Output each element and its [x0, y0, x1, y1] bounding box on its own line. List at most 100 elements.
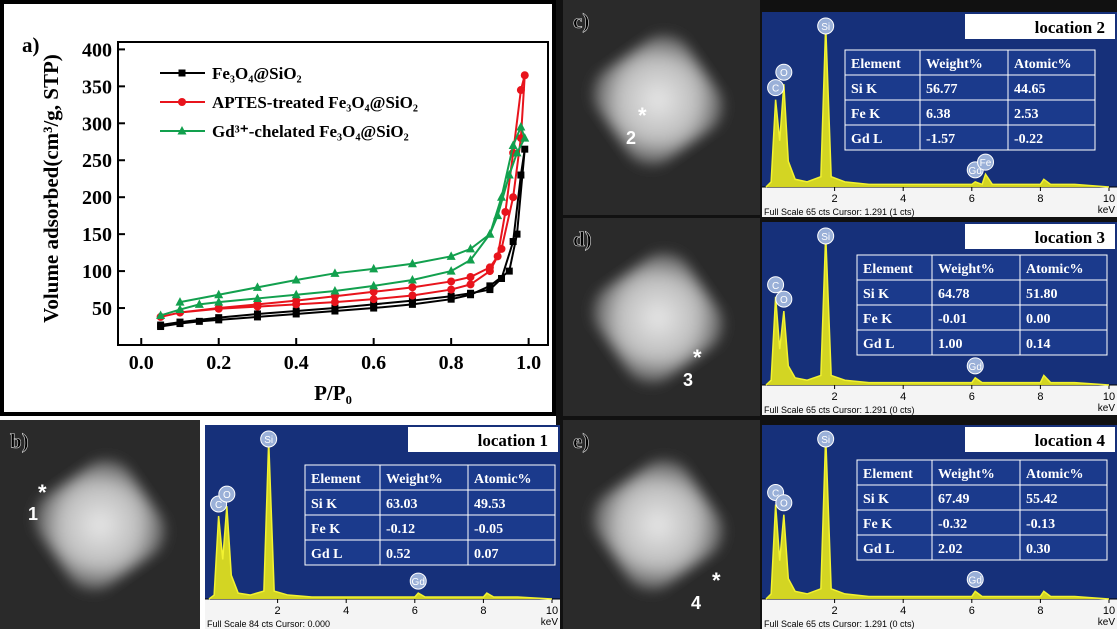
x-tick-label: 8 [1037, 605, 1043, 617]
marker [447, 286, 455, 294]
x-tick-label: 6 [969, 605, 975, 617]
marker [517, 86, 525, 94]
location-asterisk: * [638, 103, 647, 128]
x-tick-label: 6 [412, 605, 418, 617]
marker [486, 263, 494, 271]
x-tick-label: 0.4 [284, 352, 309, 374]
x-tick-label: 6 [969, 193, 975, 205]
marker [467, 280, 475, 288]
table-value: 2.53 [1014, 107, 1039, 122]
table-value: Si K [863, 492, 889, 507]
peak-label: Si [821, 22, 830, 33]
peak-label: Gd [412, 577, 425, 588]
table-value: Gd L [311, 547, 343, 562]
table-header: Atomic% [1014, 57, 1072, 72]
peak-label: Fe [980, 158, 992, 169]
table-header: Element [863, 467, 913, 482]
table-value: -1.57 [926, 132, 955, 147]
panel-label: d) [573, 227, 592, 251]
x-tick-label: 4 [343, 605, 349, 617]
x-tick-label: 2 [832, 193, 838, 205]
y-tick-label: 200 [82, 187, 112, 209]
marker [494, 252, 502, 260]
location-title: location 3 [1035, 228, 1105, 247]
table-value: 1.00 [938, 337, 963, 352]
x-tick-label: 0.6 [361, 352, 386, 374]
table-value: -0.05 [474, 522, 503, 537]
table-value: Si K [851, 82, 877, 97]
peak-label: C [215, 500, 222, 511]
x-tick-label: 8 [1037, 391, 1043, 403]
peak-label: Si [821, 435, 830, 446]
y-tick-label: 100 [82, 261, 112, 283]
location-number: 1 [28, 504, 38, 524]
table-value: Gd L [863, 542, 895, 557]
marker [521, 146, 528, 153]
table-header: Element [851, 57, 901, 72]
table-value: 64.78 [938, 287, 970, 302]
table-header: Weight% [938, 262, 995, 277]
table-value: Fe K [311, 522, 340, 537]
x-tick-label: 10 [1103, 391, 1115, 403]
marker [506, 268, 513, 275]
panel-label: e) [573, 429, 589, 453]
marker [157, 322, 164, 329]
panel-label: b) [10, 429, 29, 453]
panel-label: a) [22, 33, 40, 57]
x-tick-label: 0.0 [129, 352, 154, 374]
table-header: Weight% [386, 472, 443, 487]
x-tick-label: 2 [832, 605, 838, 617]
table-value: -0.12 [386, 522, 415, 537]
x-tick-label: 1.0 [516, 352, 541, 374]
legend-label: APTES-treated Fe₃O₄@SiO₂ [212, 93, 418, 112]
location-number: 2 [626, 128, 636, 148]
marker [498, 245, 506, 253]
peak-label: O [223, 490, 231, 501]
footer: Full Scale 84 cts Cursor: 0.000 [207, 619, 330, 629]
peak-label: Si [821, 232, 830, 243]
table-value: 55.42 [1026, 492, 1058, 507]
peak-label: Si [264, 435, 273, 446]
table-header: Atomic% [1026, 467, 1084, 482]
marker [196, 318, 203, 325]
y-tick-label: 350 [82, 76, 112, 98]
x-axis-label: P/P₀ [314, 381, 352, 405]
table-value: -0.01 [938, 312, 967, 327]
table-header: Element [311, 472, 361, 487]
footer: Full Scale 65 cts Cursor: 1.291 (1 cts) [764, 207, 915, 217]
marker [501, 208, 509, 216]
legend-marker [179, 70, 186, 77]
peak-label: O [780, 295, 788, 306]
table-value: Gd L [851, 132, 883, 147]
table-value: 51.80 [1026, 287, 1058, 302]
x-tick-label: 0.2 [206, 352, 231, 374]
y-tick-label: 50 [92, 298, 112, 320]
table-value: 6.38 [926, 107, 951, 122]
marker [509, 193, 517, 201]
table-value: 56.77 [926, 82, 958, 97]
table-value: Fe K [863, 517, 892, 532]
location-asterisk: * [693, 345, 702, 370]
peak-label: C [772, 281, 779, 292]
table-value: Fe K [863, 312, 892, 327]
location-title: location 4 [1035, 431, 1106, 450]
location-number: 4 [691, 593, 701, 613]
table-value: 0.52 [386, 547, 411, 562]
x-unit: keV [1098, 617, 1116, 628]
peak-label: C [772, 84, 779, 95]
marker [408, 291, 416, 299]
panel-label: c) [573, 9, 589, 33]
table-value: 0.14 [1026, 337, 1051, 352]
table-value: -0.13 [1026, 517, 1055, 532]
figure: a)501001502002503003504000.00.20.40.60.8… [0, 0, 1117, 629]
table-value: Si K [311, 497, 337, 512]
marker [448, 293, 455, 300]
y-axis-label: Volume adsorbed(cm³/g, STP) [39, 54, 63, 323]
x-unit: keV [541, 617, 559, 628]
x-tick-label: 4 [900, 193, 906, 205]
peak-label: O [780, 68, 788, 79]
y-tick-label: 400 [82, 39, 112, 61]
table-value: Fe K [851, 107, 880, 122]
table-value: 67.49 [938, 492, 970, 507]
table-value: 0.07 [474, 547, 499, 562]
